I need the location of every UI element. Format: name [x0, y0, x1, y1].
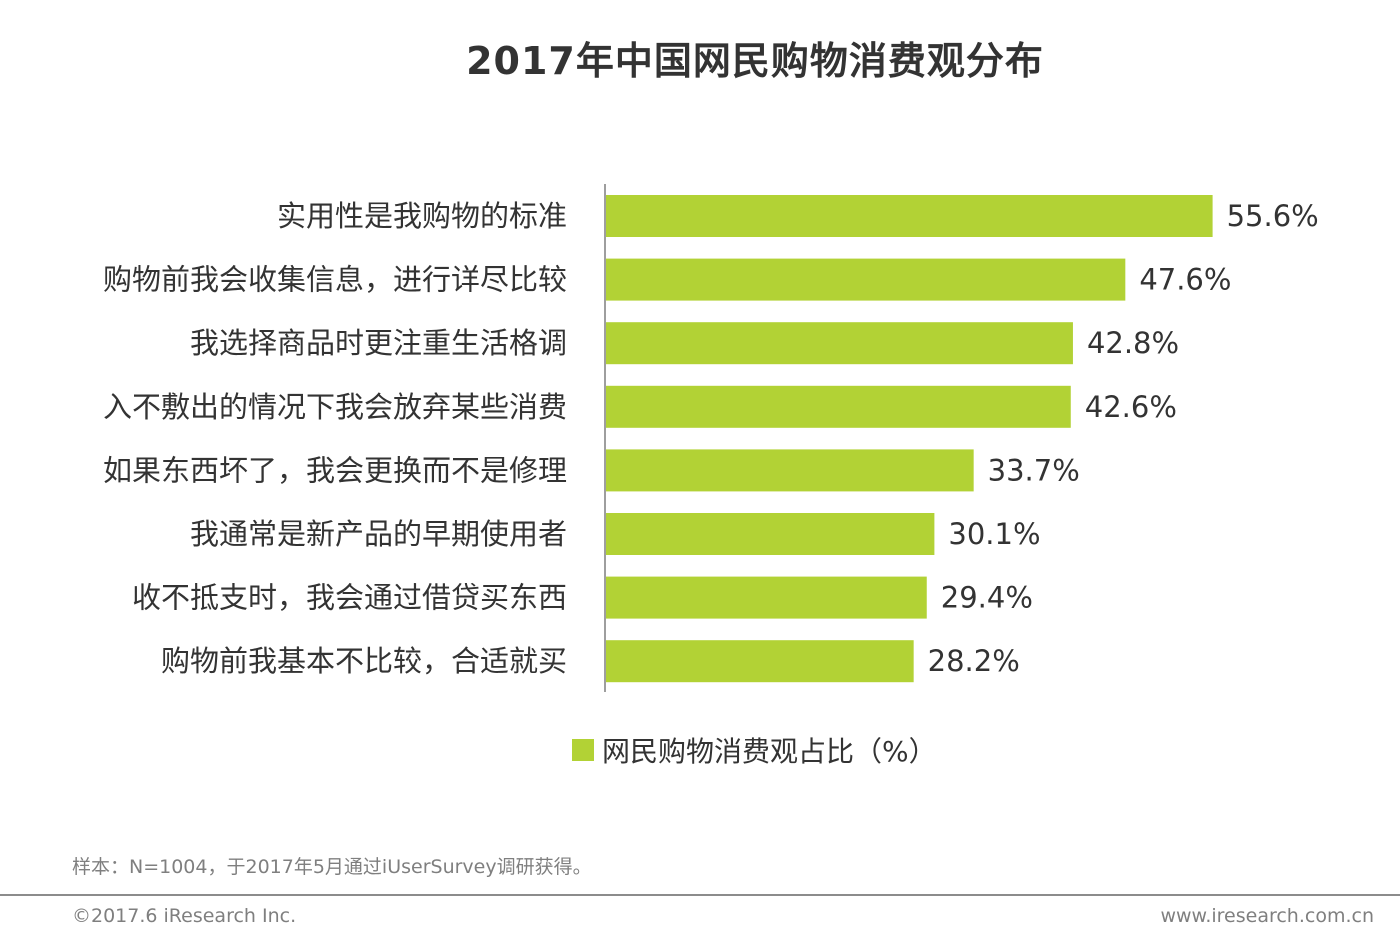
value-label: 55.6%: [1227, 199, 1319, 233]
bar: [606, 195, 1213, 237]
value-label: 30.1%: [948, 517, 1040, 551]
category-label: 我通常是新产品的早期使用者: [190, 517, 567, 551]
category-label: 入不敷出的情况下我会放弃某些消费: [103, 390, 567, 424]
bar: [606, 385, 1071, 428]
category-label: 如果东西坏了，我会更换而不是修理: [103, 453, 567, 487]
website-link[interactable]: www.iresearch.com.cn: [1160, 905, 1374, 927]
bar: [606, 322, 1073, 365]
category-label: 我选择商品时更注重生活格调: [190, 326, 567, 360]
value-label: 42.8%: [1087, 326, 1179, 360]
bar: [606, 513, 935, 555]
legend-swatch: [572, 739, 594, 761]
chart-title: 2017年中国网民购物消费观分布: [466, 39, 1044, 83]
category-label: 购物前我基本不比较，合适就买: [161, 644, 567, 678]
category-label: 收不抵支时，我会通过借贷买东西: [132, 581, 567, 615]
category-label: 购物前我会收集信息，进行详尽比较: [103, 263, 567, 297]
legend: 网民购物消费观占比（%）: [572, 730, 937, 770]
bar: [606, 449, 974, 492]
value-label: 47.6%: [1139, 263, 1231, 297]
value-label: 42.6%: [1085, 390, 1177, 424]
sample-note: 样本：N=1004，于2017年5月通过iUserSurvey调研获得。: [72, 856, 592, 878]
copyright: ©2017.6 iResearch Inc.: [72, 905, 297, 927]
footer-divider: [0, 894, 1400, 896]
category-label: 实用性是我购物的标准: [277, 199, 567, 233]
legend-label: 网民购物消费观占比（%）: [602, 735, 937, 768]
bar-chart: 实用性是我购物的标准 55.6% 购物前我会收集信息，进行详尽比较 47.6% 我选择商…: [103, 184, 1319, 692]
bar: [606, 640, 914, 683]
bar: [606, 576, 927, 619]
value-label: 29.4%: [941, 581, 1033, 615]
value-label: 33.7%: [988, 453, 1080, 487]
value-label: 28.2%: [928, 644, 1020, 678]
bar: [606, 258, 1126, 301]
